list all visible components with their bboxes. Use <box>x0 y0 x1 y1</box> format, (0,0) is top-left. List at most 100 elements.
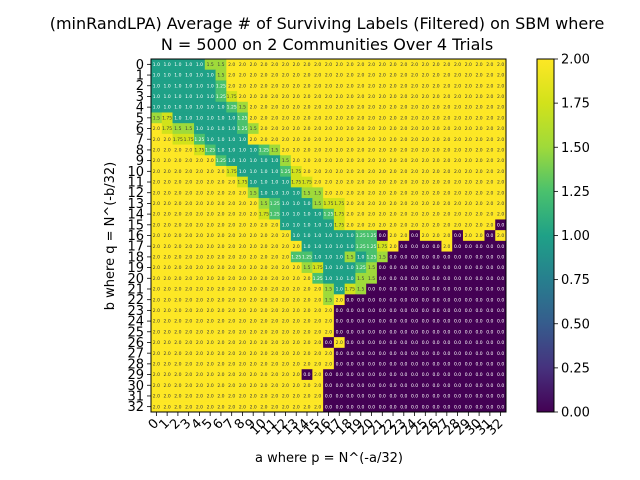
heatmap-cell <box>419 262 432 274</box>
cell-value-label: 0.0 <box>486 361 493 367</box>
cell-value-label: 0.0 <box>465 372 472 378</box>
cell-value-label: 2.0 <box>174 361 181 367</box>
cell-value-label: 2.0 <box>432 201 439 207</box>
heatmap-cell <box>204 337 216 349</box>
y-tick-label: 17 <box>127 240 144 255</box>
cell-value-label: 0.0 <box>325 372 332 378</box>
heatmap-cell <box>215 358 227 370</box>
heatmap-cell <box>172 69 184 81</box>
heatmap-cell <box>237 133 249 145</box>
cell-value-label: 0.0 <box>454 372 461 378</box>
cell-value-label: 2.0 <box>443 137 450 143</box>
heatmap-cell <box>323 101 335 113</box>
cell-value-label: 2.0 <box>228 340 235 346</box>
cell-value-label: 2.0 <box>239 297 246 303</box>
heatmap-cell <box>194 198 206 210</box>
chart-title-line-2: N = 5000 on 2 Communities Over 4 Trials <box>161 35 493 54</box>
cell-value-label: 2.0 <box>389 105 396 111</box>
heatmap-cell <box>441 69 453 81</box>
cell-value-label: 2.0 <box>379 94 386 100</box>
cell-value-label: 0.0 <box>443 351 450 357</box>
heatmap-cell <box>333 369 346 381</box>
heatmap-cell <box>366 133 378 145</box>
cell-value-label: 2.0 <box>271 244 278 250</box>
heatmap-cell <box>269 305 281 317</box>
cell-value-label: 2.0 <box>250 340 257 346</box>
cell-value-label: 2.0 <box>476 83 483 89</box>
heatmap-cell <box>376 69 389 81</box>
heatmap-cell <box>258 283 270 295</box>
cell-value-label: 0.0 <box>497 276 504 282</box>
heatmap-cell <box>430 112 442 124</box>
cell-value-label: 2.0 <box>325 351 332 357</box>
heatmap-cell <box>473 240 485 252</box>
heatmap-cell <box>204 379 216 392</box>
heatmap-cell <box>430 347 442 359</box>
heatmap-cell <box>226 326 238 338</box>
heatmap-cell <box>419 294 432 306</box>
heatmap-cell <box>258 144 270 156</box>
cell-value-label: 2.0 <box>346 94 353 100</box>
heatmap-cell <box>355 369 367 381</box>
cell-value-label: 1.0 <box>239 158 246 164</box>
heatmap-cell <box>301 337 313 349</box>
cell-value-label: 2.0 <box>260 351 267 357</box>
cell-value-label: 2.0 <box>217 383 224 389</box>
heatmap-cell <box>462 262 475 274</box>
heatmap-cell <box>398 208 410 220</box>
heatmap-cell <box>290 133 303 145</box>
heatmap-cell <box>495 198 507 210</box>
cell-value-label: 2.0 <box>260 319 267 325</box>
heatmap-cell <box>484 80 496 92</box>
cell-value-label: 2.0 <box>260 329 267 335</box>
cell-value-label: 0.0 <box>357 404 364 410</box>
cell-value-label: 2.0 <box>217 308 224 314</box>
heatmap-cell <box>419 230 432 242</box>
cell-value-label: 2.0 <box>411 169 418 175</box>
cell-value-label: 1.5 <box>250 190 257 196</box>
heatmap-cell <box>151 379 163 392</box>
cell-value-label: 1.0 <box>196 94 203 100</box>
cell-value-label: 2.0 <box>389 115 396 121</box>
cell-value-label: 2.0 <box>196 212 203 218</box>
cell-value-label: 2.0 <box>250 297 257 303</box>
heatmap-cell <box>183 219 195 231</box>
cell-value-label: 1.25 <box>356 265 366 271</box>
cell-value-label: 2.0 <box>336 158 343 164</box>
heatmap-cell <box>409 305 421 317</box>
heatmap-cell <box>355 240 367 252</box>
heatmap-cell <box>151 347 163 359</box>
heatmap-cell <box>290 69 303 81</box>
heatmap-cell <box>387 198 399 210</box>
heatmap-cell <box>172 187 184 199</box>
cell-value-label: 2.0 <box>293 404 300 410</box>
heatmap-cell <box>226 165 238 178</box>
heatmap-cell <box>151 198 163 210</box>
heatmap-cell <box>312 358 324 370</box>
heatmap-cell <box>430 240 442 252</box>
heatmap-cell <box>376 347 389 359</box>
cell-value-label: 2.0 <box>389 148 396 154</box>
heatmap-cell <box>280 337 292 349</box>
y-tick-label: 31 <box>127 389 144 404</box>
heatmap-cell <box>258 123 270 135</box>
cell-value-label: 0.0 <box>389 265 396 271</box>
heatmap-cell <box>183 59 195 71</box>
cell-value-label: 0.0 <box>497 319 504 325</box>
heatmap-cell <box>172 123 184 135</box>
cell-value-label: 0.0 <box>486 372 493 378</box>
heatmap-cell <box>226 133 238 145</box>
y-tick-label: 5 <box>136 111 144 126</box>
cell-value-label: 2.0 <box>411 180 418 186</box>
heatmap-cell <box>366 358 378 370</box>
heatmap-cell <box>312 326 324 338</box>
cell-value-label: 0.0 <box>368 297 375 303</box>
cell-value-label: 2.0 <box>303 148 310 154</box>
cell-value-label: 1.75 <box>227 169 237 175</box>
heatmap-cell <box>333 251 346 263</box>
cell-value-label: 2.0 <box>346 158 353 164</box>
heatmap-cell <box>237 272 249 285</box>
heatmap-cell <box>226 272 238 285</box>
heatmap-cell <box>172 165 184 178</box>
cell-value-label: 2.0 <box>454 137 461 143</box>
